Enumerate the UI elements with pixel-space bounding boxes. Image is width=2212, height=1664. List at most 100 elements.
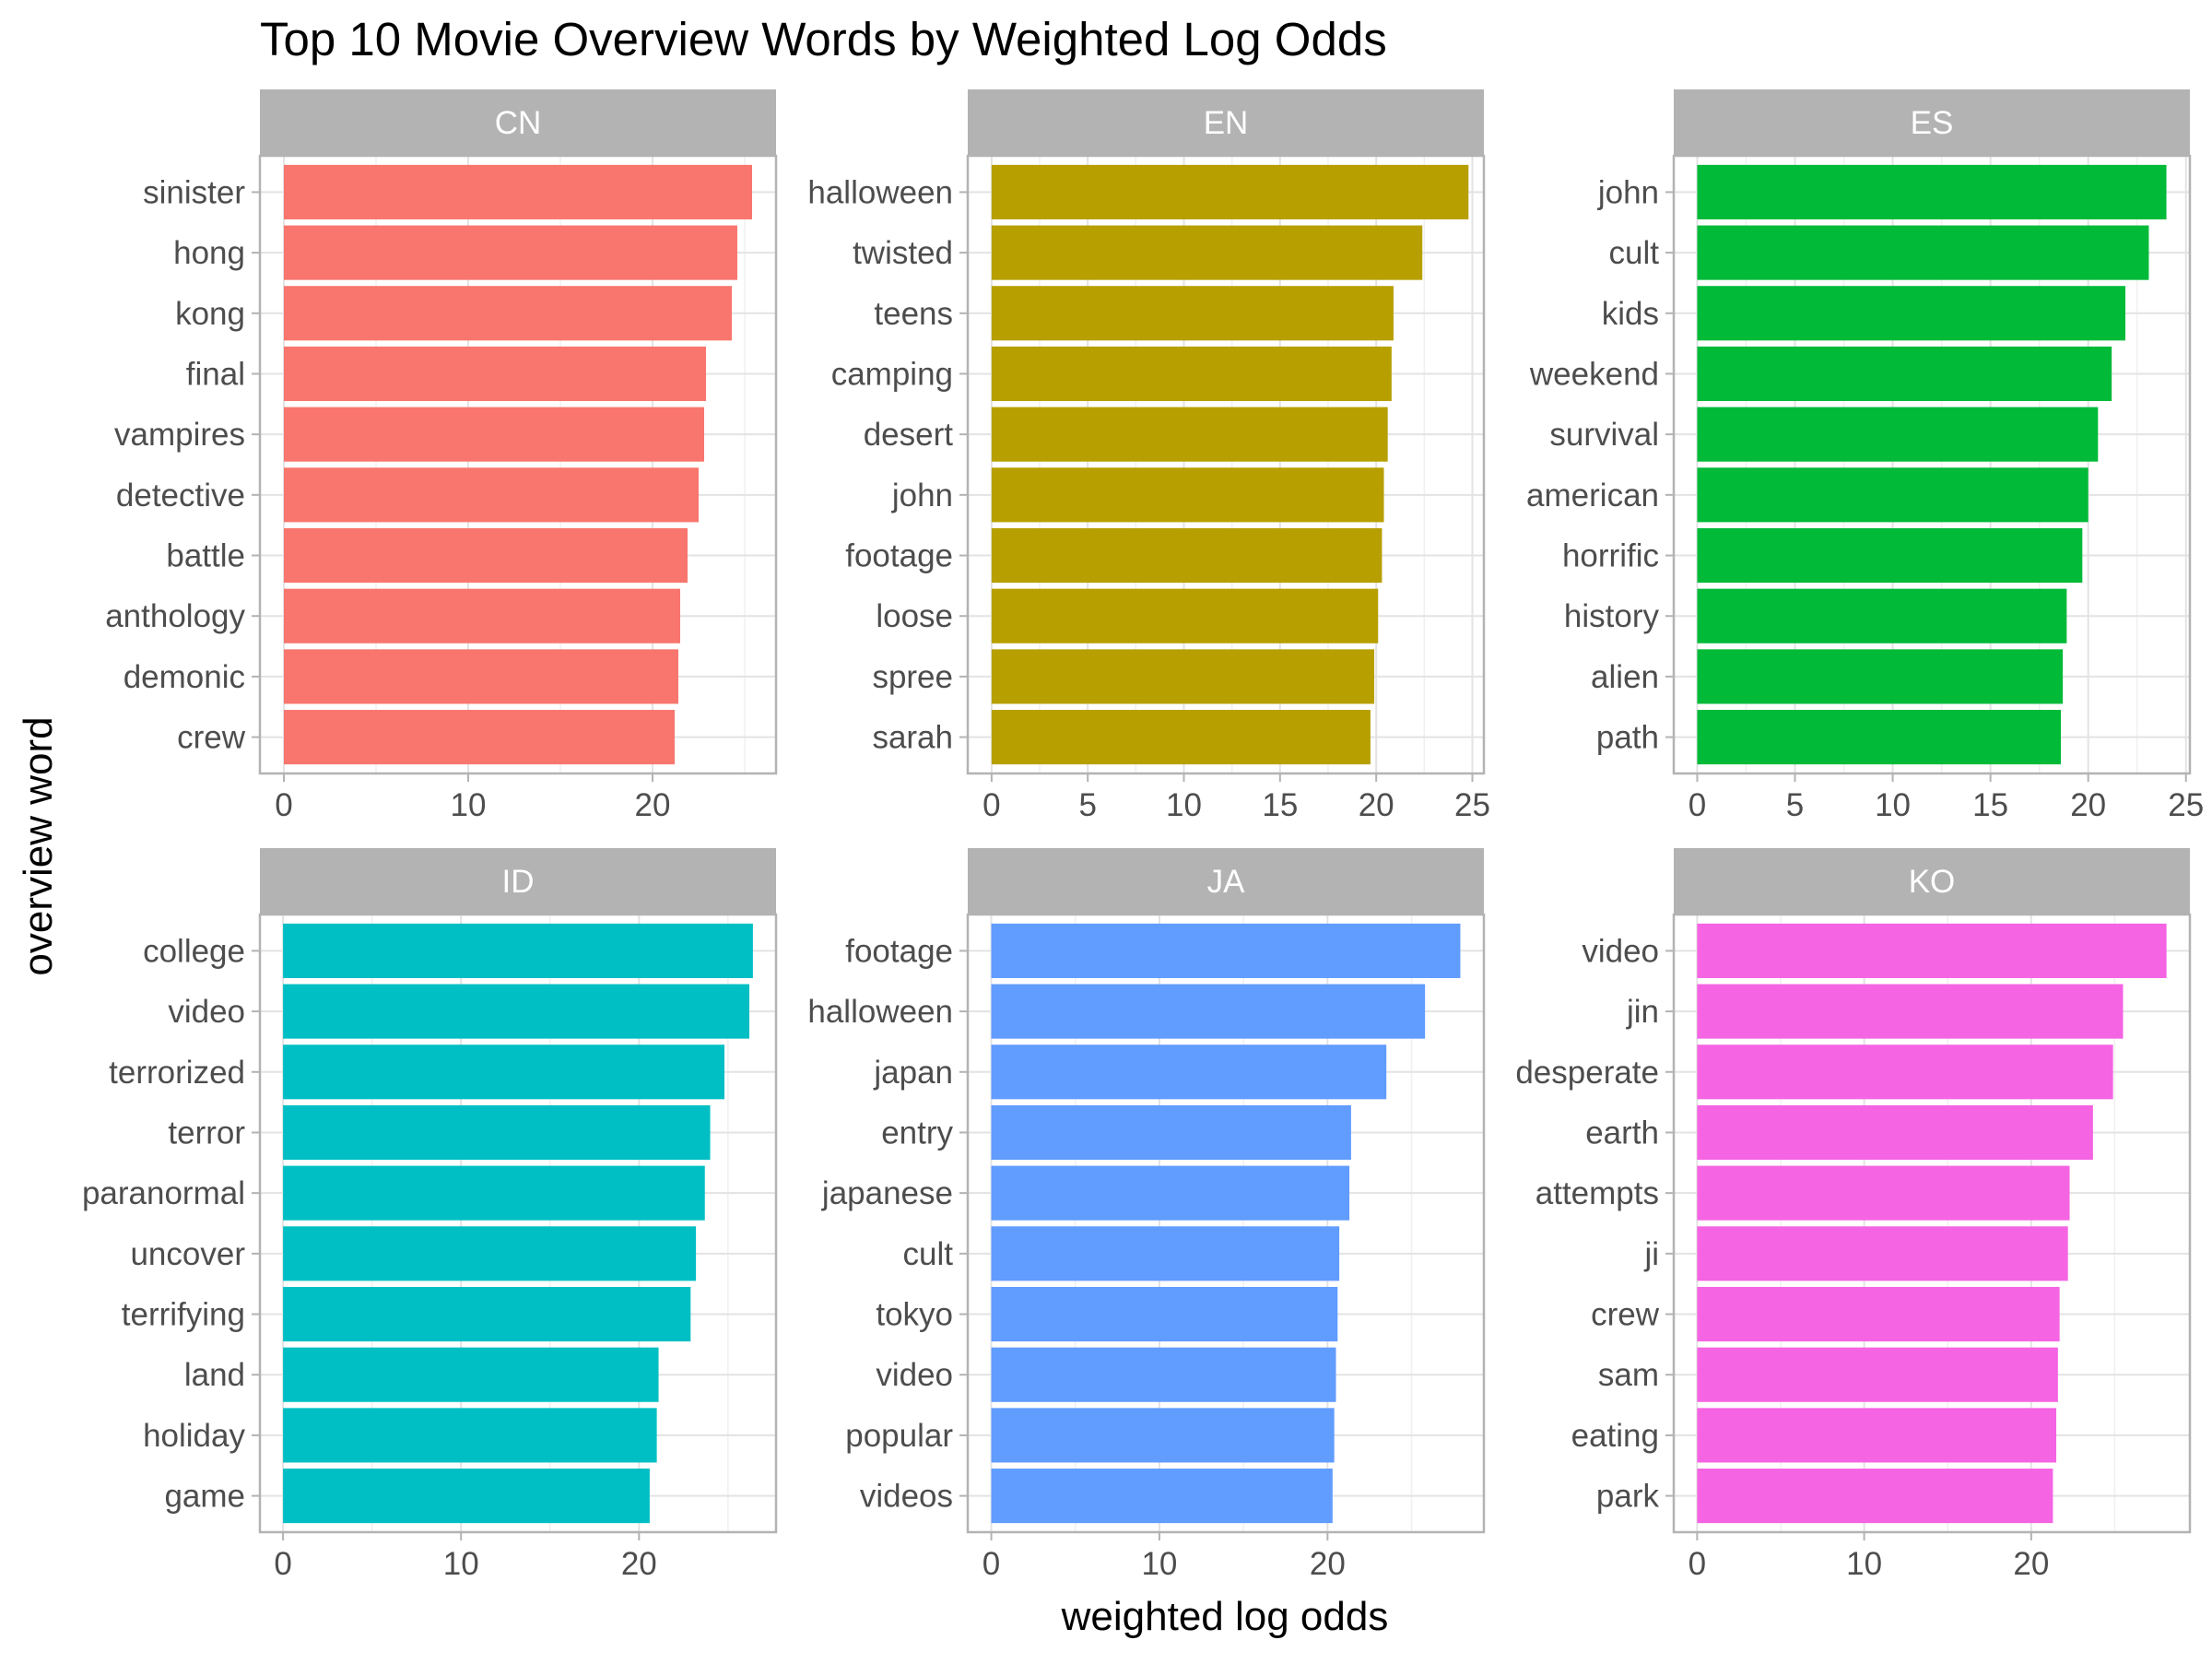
x-tick-label: 25 [1454, 787, 1490, 823]
bar-loose [991, 588, 1379, 643]
bar-detective [284, 467, 699, 523]
bar-desperate [1697, 1044, 2113, 1100]
y-axis-title: overview word [16, 716, 61, 975]
x-tick-label: 15 [1262, 787, 1298, 823]
y-tick-label: spree [872, 659, 953, 695]
y-tick-label: attempts [1535, 1175, 1659, 1211]
bar-cult [991, 1226, 1340, 1281]
y-tick-label: terrifying [122, 1297, 245, 1333]
panel-border [258, 913, 778, 1534]
panel-cn: CN sinister hong kong final vampires detective… [105, 89, 778, 823]
bar-crew [1697, 1286, 2060, 1342]
panel-border [966, 154, 1486, 775]
bar-terrorized [283, 1044, 724, 1100]
y-tick-label: desperate [1515, 1055, 1659, 1091]
y-tick-label: uncover [130, 1236, 245, 1272]
bar-john [1697, 164, 2167, 219]
panel-strip [1674, 848, 2190, 915]
bar-halloween [991, 164, 1469, 219]
bar-footage [991, 527, 1382, 584]
panel-border [258, 154, 778, 775]
y-tick-label: footage [845, 538, 953, 574]
y-tick-label: terror [168, 1115, 245, 1151]
x-tick-label: 0 [1688, 1546, 1706, 1582]
x-tick-label: 10 [1166, 787, 1202, 823]
panel-id: ID college video terrorized terror paranormal… [82, 848, 778, 1582]
x-tick-label: 10 [443, 1546, 479, 1582]
bar-alien [1697, 649, 2064, 704]
y-tick-label: japan [873, 1055, 953, 1091]
bar-twisted [991, 225, 1423, 280]
bar-park [1697, 1469, 2053, 1524]
panel-strip-label: CN [495, 105, 542, 141]
panel-strip [260, 848, 776, 915]
bar-battle [284, 527, 688, 584]
x-axis-title: weighted log odds [1061, 1594, 1389, 1639]
y-tick-label: college [143, 933, 245, 969]
bar-john [991, 467, 1384, 523]
y-tick-label: halloween [807, 174, 953, 210]
x-tick-label: 5 [1786, 787, 1804, 823]
bar-cult [1697, 225, 2149, 280]
bar-game [283, 1469, 650, 1524]
panel-strip-label: ES [1911, 105, 1954, 141]
bar-tokyo [991, 1286, 1338, 1342]
bar-crew [284, 710, 675, 765]
y-tick-label: ji [1643, 1236, 1659, 1272]
y-tick-label: land [184, 1357, 245, 1393]
panel-strip [968, 89, 1484, 156]
bar-video [283, 984, 750, 1039]
y-tick-label: park [1596, 1479, 1660, 1515]
y-tick-label: tokyo [876, 1297, 953, 1333]
bar-sarah [991, 710, 1371, 765]
bar-earth [1697, 1104, 2093, 1161]
y-tick-label: american [1526, 478, 1659, 513]
chart-title: Top 10 Movie Overview Words by Weighted … [260, 13, 1387, 65]
y-tick-label: sarah [872, 720, 953, 756]
y-tick-label: videos [860, 1479, 953, 1515]
bar-videos [991, 1469, 1333, 1524]
bar-holiday [283, 1408, 657, 1463]
y-tick-label: history [1564, 598, 1660, 634]
x-tick-label: 10 [1875, 787, 1911, 823]
x-tick-label: 0 [1688, 787, 1706, 823]
y-tick-label: vampires [114, 417, 245, 453]
x-tick-label: 10 [1846, 1546, 1882, 1582]
bar-kids [1697, 286, 2125, 341]
y-tick-label: holiday [143, 1418, 245, 1454]
y-tick-label: twisted [853, 235, 953, 271]
y-tick-label: eating [1571, 1418, 1659, 1454]
panel-strip [968, 848, 1484, 915]
x-tick-label: 10 [1141, 1546, 1177, 1582]
panel-strip [1674, 89, 2190, 156]
y-tick-label: video [168, 994, 245, 1030]
y-tick-label: alien [1591, 659, 1659, 695]
bar-eating [1697, 1408, 2057, 1463]
bar-terrifying [283, 1286, 691, 1342]
bar-attempts [1697, 1165, 2070, 1221]
y-tick-label: jin [1626, 994, 1659, 1030]
y-tick-label: kids [1602, 296, 1659, 332]
y-tick-label: survival [1549, 417, 1659, 453]
y-tick-label: sinister [143, 174, 245, 210]
y-tick-label: popular [845, 1418, 953, 1454]
bar-college [283, 923, 753, 978]
y-tick-label: japanese [821, 1175, 953, 1211]
bar-camping [991, 346, 1392, 402]
y-tick-label: final [186, 356, 245, 392]
y-tick-label: desert [864, 417, 954, 453]
x-tick-label: 20 [635, 787, 671, 823]
panel-border [966, 913, 1486, 1534]
bar-kong [284, 286, 732, 341]
bar-terror [283, 1104, 711, 1161]
facet-panels: CN sinister hong kong final vampires detective… [82, 89, 2204, 1582]
bar-uncover [283, 1226, 697, 1281]
bar-entry [991, 1104, 1351, 1161]
bar-final [284, 346, 706, 402]
panel-es: ES john cult kids weekend survival american hor… [1526, 89, 2204, 823]
bar-footage [991, 923, 1461, 978]
x-tick-label: 20 [2070, 787, 2106, 823]
bar-spree [991, 649, 1375, 704]
x-tick-label: 20 [2013, 1546, 2049, 1582]
